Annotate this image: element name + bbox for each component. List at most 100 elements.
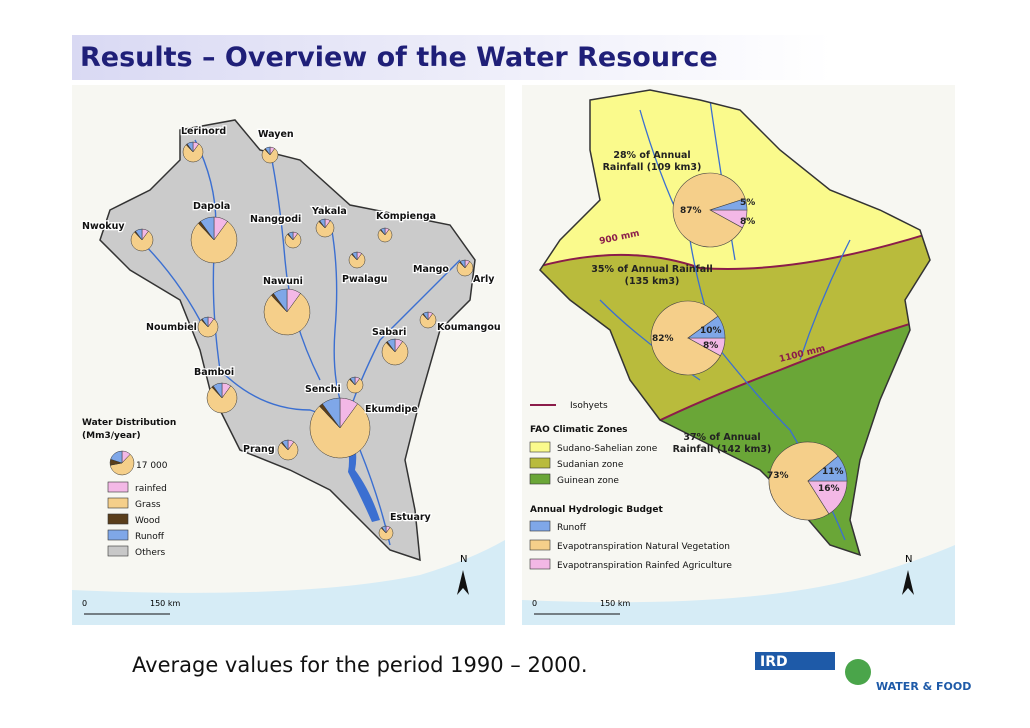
zone-rainfall: 37% of Annual (683, 432, 760, 443)
sea (522, 545, 955, 625)
legend-swatch (107, 497, 129, 509)
legend-title: Annual Hydrologic Budget (530, 505, 663, 515)
legend-swatch (529, 558, 551, 570)
pie-slice (277, 441, 299, 461)
pie-slice (287, 231, 294, 241)
legend-label: rainfed (135, 484, 167, 494)
pie-slice (687, 315, 726, 339)
legend-swatch (529, 457, 551, 469)
title-bar (72, 35, 832, 80)
pie-slice (281, 439, 289, 451)
place-label: Wayen (258, 129, 294, 140)
logo-leaf (845, 659, 871, 685)
legend-label: Isohyets (570, 401, 608, 411)
zone-rainfall: 28% of Annual (613, 150, 690, 161)
pie-slice (709, 198, 748, 211)
pie-slice (380, 227, 386, 236)
legend-swatch (107, 481, 129, 493)
place-label: Estuary (390, 512, 432, 523)
rivers (139, 139, 461, 546)
legend-label: Runoff (557, 523, 587, 533)
legend-label: Evapotranspiration Rainfed Agriculture (557, 561, 732, 571)
legend-label: Others (135, 548, 166, 558)
scale-label: 150 km (150, 599, 180, 608)
place-label: Dapola (193, 201, 230, 212)
north-label: N (460, 554, 467, 565)
pie-slice (273, 288, 288, 313)
pie-slice (135, 228, 143, 241)
scale-label: 0 (82, 599, 87, 608)
legend-swatch (529, 473, 551, 485)
pie-slice (186, 141, 194, 153)
pie-slice (387, 338, 396, 353)
pie-slice (315, 220, 335, 238)
pie-slice (182, 143, 204, 163)
pie-slice (130, 230, 154, 252)
place-label: Pwalagu (342, 274, 387, 285)
pie-label: 8% (703, 341, 718, 351)
zone-rainfall: Rainfall (109 km3) (603, 162, 702, 173)
legend-label: Wood (135, 516, 160, 526)
place-label: Noumbiel (146, 322, 197, 333)
place-label: Mango (413, 264, 449, 275)
place-label: Yakala (311, 206, 347, 217)
pie-label: 5% (740, 198, 755, 208)
pie-slice (264, 146, 271, 156)
pie-slice (381, 341, 409, 366)
place-label: Nawuni (263, 276, 303, 287)
north-label: N (905, 554, 912, 565)
logo-box (755, 652, 835, 670)
basin (539, 89, 931, 557)
logo-text: WATER & FOOD (876, 680, 971, 693)
legend-title: Water Distribution (82, 418, 176, 428)
pie-slice (422, 311, 429, 321)
logo-text: IRD (760, 654, 788, 670)
place-label: Ekumdipe (365, 404, 418, 415)
pie-slice (309, 403, 371, 459)
pie-slice (206, 385, 238, 414)
pie-slice (381, 525, 387, 534)
place-label: Arly (473, 274, 495, 285)
place-label: Kompienga (376, 211, 436, 222)
place-label: Lerinord (181, 126, 226, 137)
legend-label: Grass (135, 500, 161, 510)
pie-slice (261, 148, 279, 164)
pie-slice (378, 526, 394, 541)
scale-label: 150 km (600, 599, 630, 608)
pie-label: 16% (818, 484, 840, 494)
footer-note: Average values for the period 1990 – 200… (132, 653, 588, 677)
left-map: Lerinord Wayen Dapola Nanggodi Yakala Kompien… (72, 85, 505, 625)
pie-slice (322, 397, 341, 429)
pie-label: 73% (767, 471, 789, 481)
pie-slice (319, 218, 326, 229)
pie-slice (459, 259, 466, 269)
pie-slice (768, 441, 839, 521)
legend-title: FAO Climatic Zones (530, 425, 628, 435)
pie-slice (212, 382, 223, 399)
pie-slice (348, 253, 366, 269)
place-label: Nanggodi (250, 214, 301, 225)
sea (72, 540, 505, 625)
pie-slice (351, 251, 358, 261)
pie-slice (349, 376, 356, 386)
zone-rainfall: 35% of Annual Rainfall (591, 264, 712, 275)
north-arrow (457, 570, 469, 595)
pie-slice (346, 378, 364, 394)
legend-size: 17 000 (136, 461, 168, 471)
zone-rainfall: (135 km3) (625, 276, 680, 287)
pie-slice (200, 216, 215, 241)
pie-slice (807, 455, 848, 482)
legend-label: Sudanian zone (557, 460, 624, 470)
place-label: Koumangou (437, 322, 501, 333)
pie-slice (197, 318, 219, 338)
place-label: Prang (243, 444, 275, 455)
legend-label: Runoff (135, 532, 165, 542)
pie-label: 10% (700, 326, 722, 336)
legend-label: Evapotranspiration Natural Vegetation (557, 542, 730, 552)
pie-slice (377, 228, 393, 243)
pie-label: 8% (740, 217, 755, 227)
legend-swatch (529, 520, 551, 532)
pie-slice (650, 300, 721, 376)
